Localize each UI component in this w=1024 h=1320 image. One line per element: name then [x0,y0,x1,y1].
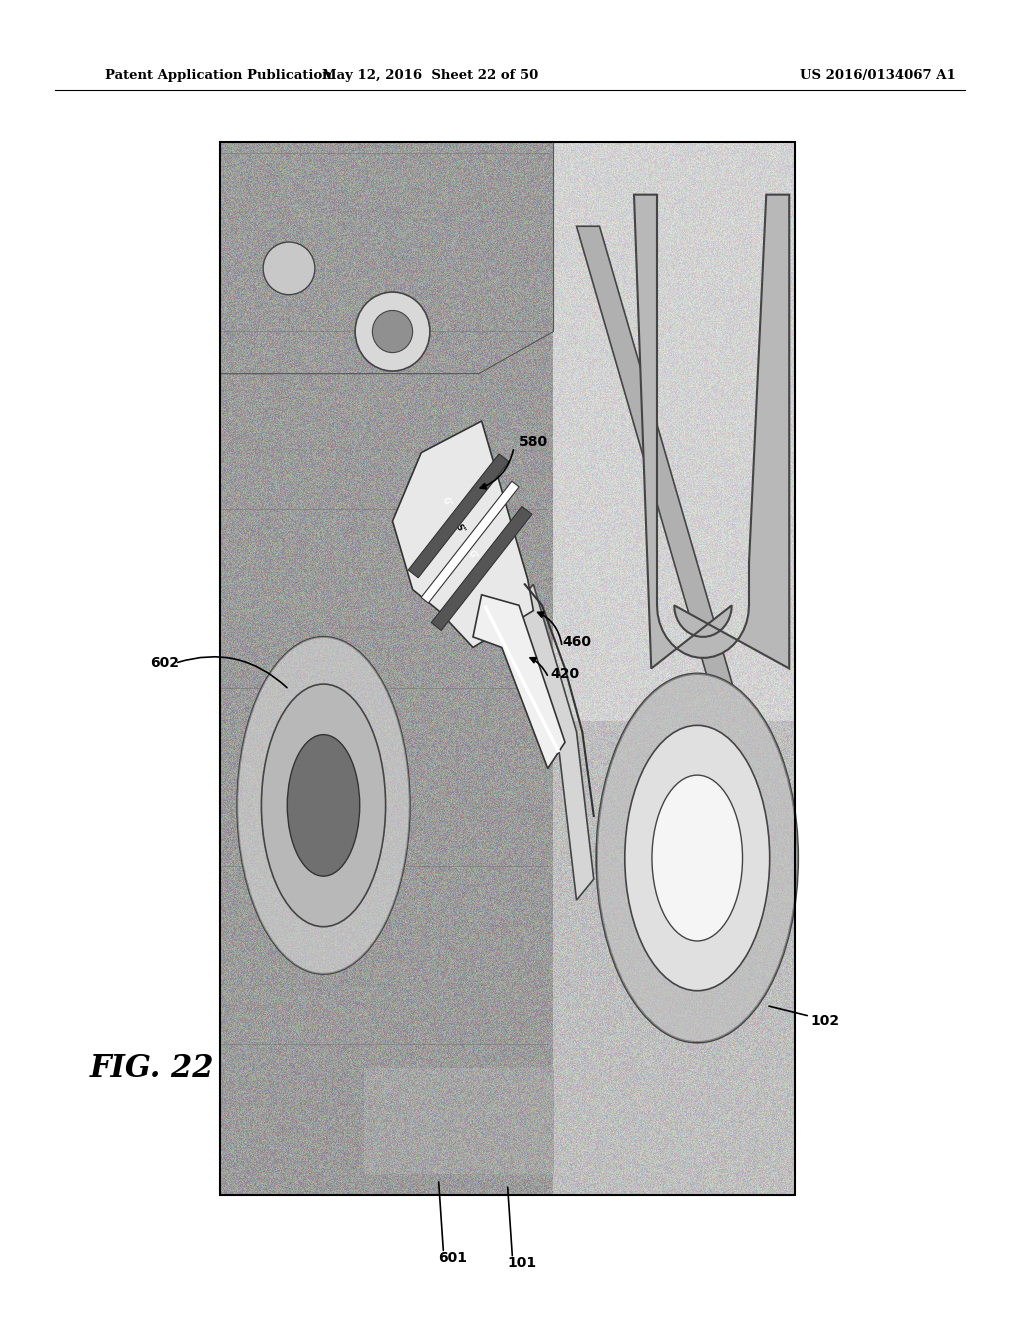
Ellipse shape [652,775,742,941]
Text: G": G" [466,549,479,562]
Polygon shape [421,482,519,603]
Text: 601: 601 [438,1251,468,1265]
Text: May 12, 2016  Sheet 22 of 50: May 12, 2016 Sheet 22 of 50 [322,69,539,82]
Polygon shape [409,454,509,578]
Ellipse shape [625,726,770,991]
Text: 101: 101 [508,1257,537,1270]
Text: 580: 580 [519,436,548,449]
Polygon shape [516,585,594,900]
Text: Patent Application Publication: Patent Application Publication [105,69,332,82]
Polygon shape [577,226,795,900]
Ellipse shape [597,673,798,1043]
Ellipse shape [261,684,386,927]
Ellipse shape [355,292,430,371]
Polygon shape [431,507,532,631]
Text: 420: 420 [551,667,580,681]
Polygon shape [392,421,534,647]
Bar [220,143,795,1195]
Text: 602: 602 [150,656,179,671]
Ellipse shape [238,638,410,974]
Text: G": G" [440,495,454,510]
Polygon shape [473,595,565,768]
Ellipse shape [263,242,314,294]
Text: 460: 460 [562,635,591,649]
Text: US 2016/0134067 A1: US 2016/0134067 A1 [800,69,955,82]
Polygon shape [634,194,790,668]
Ellipse shape [373,310,413,352]
Text: 102: 102 [810,1014,839,1028]
Ellipse shape [288,735,359,876]
Text: S": S" [454,523,467,536]
Text: FIG. 22: FIG. 22 [90,1053,214,1084]
